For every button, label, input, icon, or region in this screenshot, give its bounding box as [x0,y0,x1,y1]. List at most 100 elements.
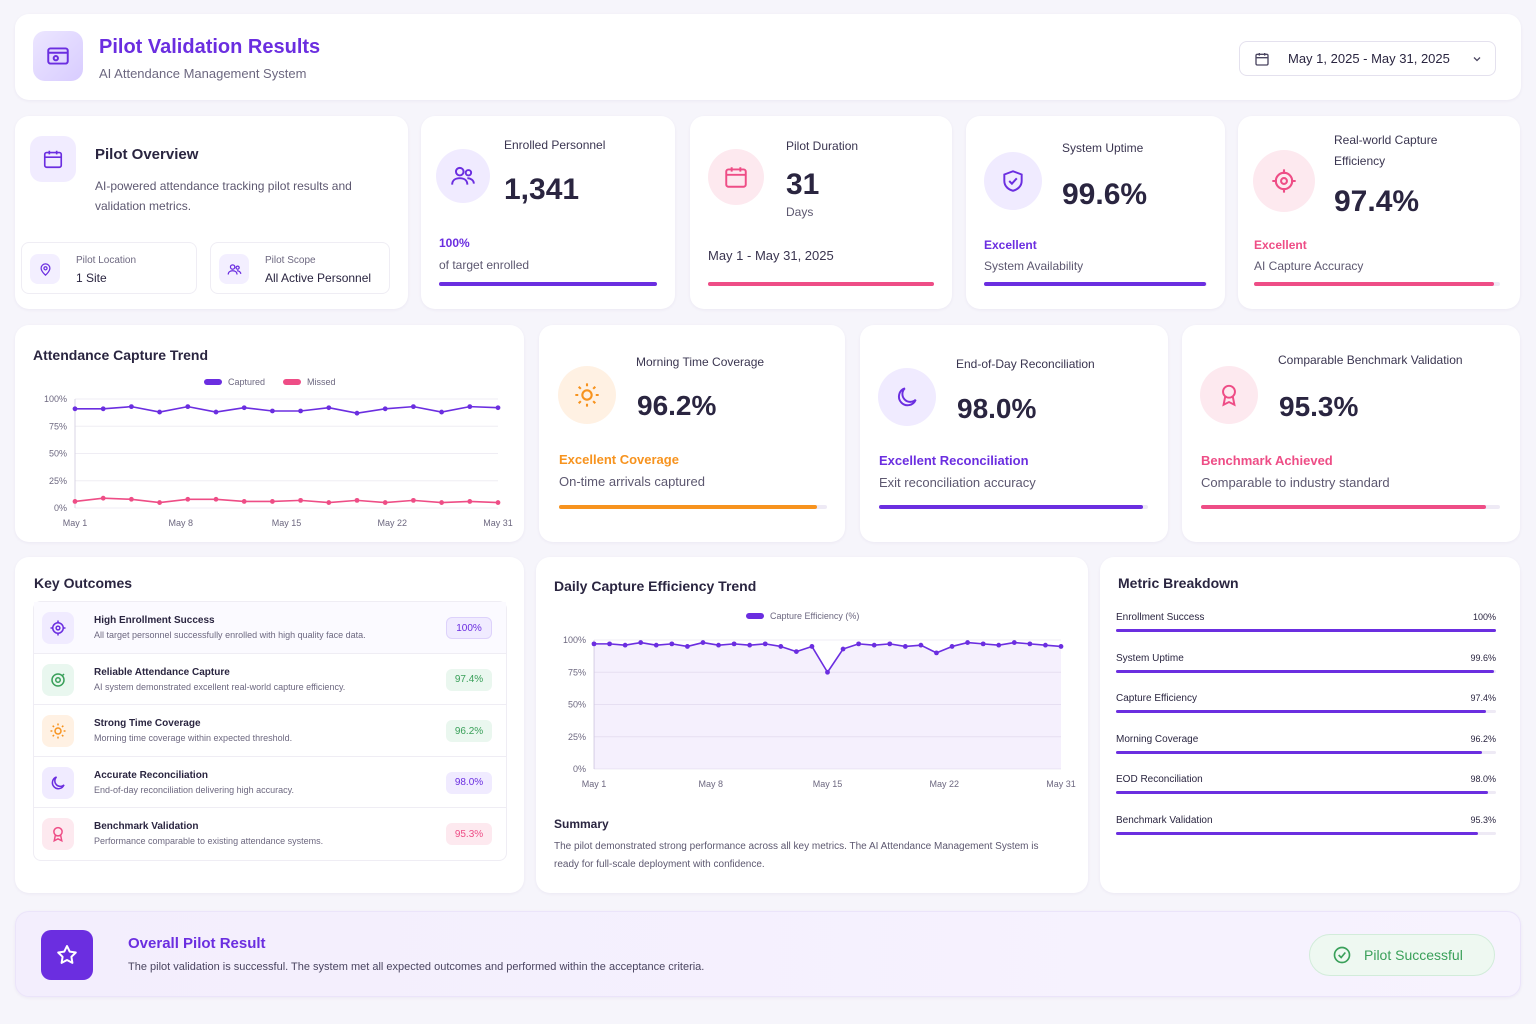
data-point [965,640,970,645]
kpi-uptime-card: System Uptime 99.6% Excellent System Ava… [966,116,1225,309]
data-point [1058,644,1064,649]
users-icon [436,149,490,203]
data-point [825,669,830,675]
data-point [241,405,247,411]
legend-label-efficiency: Capture Efficiency (%) [770,611,860,621]
summary-title: Summary [554,817,609,831]
data-point [411,497,416,503]
x-tick-label: May 1 [582,779,607,789]
y-tick-label: 50% [568,700,586,710]
outcome-desc: AI system demonstrated excellent real-wo… [94,681,346,692]
data-point [1043,642,1048,648]
x-tick-label: May 22 [377,518,407,528]
kpi-label: Pilot Duration [786,139,859,153]
chart-legend: Captured Missed [204,377,336,387]
data-point [382,406,388,412]
eod-reconciliation-card: End-of-Day Reconciliation 98.0% Excellen… [860,325,1168,542]
data-point [591,641,597,647]
data-point [354,497,360,503]
attendance-chart-title: Attendance Capture Trend [33,347,209,363]
metric-name: System Uptime [1116,653,1184,664]
kpi-duration-card: Pilot Duration 31 Days May 1 - May 31, 2… [690,116,952,309]
data-point [607,641,612,647]
data-point [685,644,690,649]
data-point [382,500,388,505]
kpi-progress-bar [708,282,934,286]
legend-swatch-missed [283,379,302,385]
app-logo [33,31,83,81]
data-point [495,405,501,411]
date-range-picker[interactable]: May 1, 2025 - May 31, 2025 [1239,41,1496,76]
metric-bar [1116,751,1496,754]
summary-text: The pilot demonstrated strong performanc… [554,841,1039,870]
data-point [778,644,784,649]
kpi-sub: AI Capture Accuracy [1254,259,1364,273]
data-point [653,642,659,648]
x-tick-label: May 1 [63,518,88,528]
users-icon [219,254,249,284]
kpi-sub: Exit reconciliation accuracy [879,475,1036,490]
data-point [411,404,416,410]
star-icon [41,930,93,980]
data-point [213,496,219,502]
data-point [354,410,360,416]
morning-coverage-card: Morning Time Coverage 96.2% Excellent Co… [539,325,845,542]
metric-breakdown-title: Metric Breakdown [1118,575,1239,591]
kpi-label-line1: Real-world Capture [1334,133,1438,147]
outcome-badge: 100% [446,617,492,639]
metric-name: Benchmark Validation [1116,815,1213,826]
data-point [716,642,721,648]
status-text: Pilot Successful [1364,947,1463,963]
shield-check-icon [984,152,1042,210]
outcome-badge: 95.3% [446,823,492,845]
scan-icon [42,663,74,696]
list-item: Reliable Attendance Capture AI system de… [34,654,506,705]
award-icon [42,818,74,850]
chart-legend: Capture Efficiency (%) [746,611,859,621]
data-point [467,499,473,504]
kpi-note: Excellent [1254,238,1307,252]
data-point [1011,640,1017,645]
outcome-badge: 96.2% [446,720,492,742]
date-range-text: May 1, 2025 - May 31, 2025 [1288,51,1450,66]
x-tick-label: May 31 [483,518,513,528]
series-line [74,497,499,504]
data-point [439,500,444,505]
outcome-title: Benchmark Validation [94,821,199,832]
kpi-enrolled-card: Enrolled Personnel 1,341 100% of target … [421,116,675,309]
outcome-desc: Performance comparable to existing atten… [94,836,324,846]
data-point [918,642,924,648]
legend-label-captured: Captured [228,377,266,387]
data-point [638,640,644,645]
x-tick-label: May 8 [168,518,193,528]
data-point [270,408,275,414]
efficiency-chart-title: Daily Capture Efficiency Trend [554,578,757,594]
kpi-progress-bar [879,505,1148,509]
x-tick-label: May 22 [929,779,959,789]
y-tick-label: 100% [563,635,586,645]
scope-label: Pilot Scope [265,255,316,266]
data-point [747,642,753,648]
list-item: Accurate Reconciliation End-of-day recon… [34,757,506,808]
metric-value: 97.4% [1470,693,1496,703]
series-line [75,405,499,414]
award-icon [1200,366,1258,424]
data-point [326,405,332,411]
key-outcomes-card: Key Outcomes High Enrollment Success All… [15,557,524,893]
metric-bar [1116,832,1496,835]
kpi-value: 97.4% [1334,185,1420,218]
calendar-icon [1255,52,1269,66]
overview-icon-box [30,136,76,182]
data-point [467,404,473,410]
outcome-title: High Enrollment Success [94,615,215,626]
data-point [887,641,893,647]
kpi-note: Excellent Coverage [559,452,679,467]
data-point [902,644,908,649]
y-tick-label: 75% [49,421,67,431]
data-point [185,496,191,502]
outcome-title: Accurate Reconciliation [94,769,208,781]
metric-bar [1116,710,1496,713]
data-point [996,642,1002,648]
data-point [1027,641,1033,647]
kpi-sub: On-time arrivals captured [559,474,705,489]
